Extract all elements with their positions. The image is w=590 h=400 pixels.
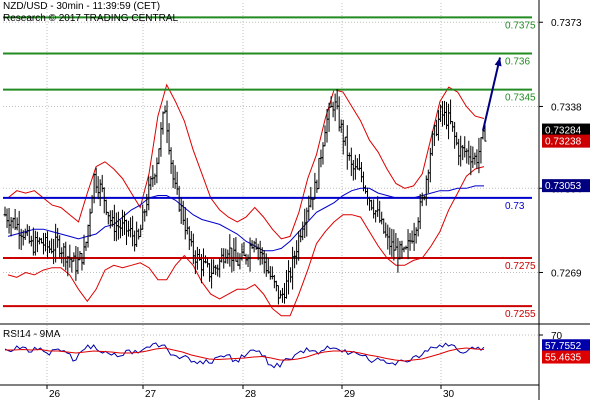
x-tick-label: 26 [49,389,61,400]
support-level-label: 0.7275 [505,261,536,272]
rsi-badge [542,339,590,353]
rsi-badge [542,350,590,364]
chart-title: NZD/USD - 30min - 11:39:59 (CET) [3,1,161,12]
x-tick-label: 27 [145,389,157,400]
price-badge [542,179,590,193]
key-levels [3,16,532,308]
pivot-level-label: 0.73 [505,201,525,212]
forecast-arrow-head [494,57,502,67]
resistance-level-label: 0.7375 [505,20,536,31]
copyright-line: Research © 2017 TRADING CENTRAL [3,13,179,24]
rsi-title: RSI14 - 9MA [3,329,61,340]
support-level-label: 0.7255 [505,309,536,320]
x-tick-label: 30 [443,389,455,400]
y-tick-label: 0.7373 [551,18,582,29]
bollinger-upper-band [7,83,485,240]
candles [3,89,487,305]
price-badge [542,123,590,137]
price-badge-label: 0.73284 [545,126,582,137]
axis-labels: 26 27 28 29 30 0.7375 0.736 0.7345 0.73 0.7275 0.7… [49,18,590,400]
rsi-badge-label: 55.4635 [545,353,582,364]
y-tick-label: 0.7338 [551,102,582,113]
bollinger-bands [7,83,485,317]
price-badge-label: 0.73053 [545,181,582,192]
price-badge-label: 0.73238 [545,137,582,148]
x-tick-label: 29 [344,389,356,400]
rsi-badge-label: 57.7552 [545,341,582,352]
rsi-tick-label: 70 [551,331,563,342]
forecast-arrow-shaft [482,57,501,131]
price-badge [542,134,590,148]
resistance-level-label: 0.736 [505,57,530,68]
resistance-level-label: 0.7345 [505,93,536,104]
forecast-arrow-layer [482,57,502,131]
x-tick-label: 28 [245,389,257,400]
grid [3,3,539,385]
bollinger-lower-band [7,166,485,317]
y-tick-label: 0.7269 [551,268,582,279]
rsi-ma-line [5,347,485,362]
